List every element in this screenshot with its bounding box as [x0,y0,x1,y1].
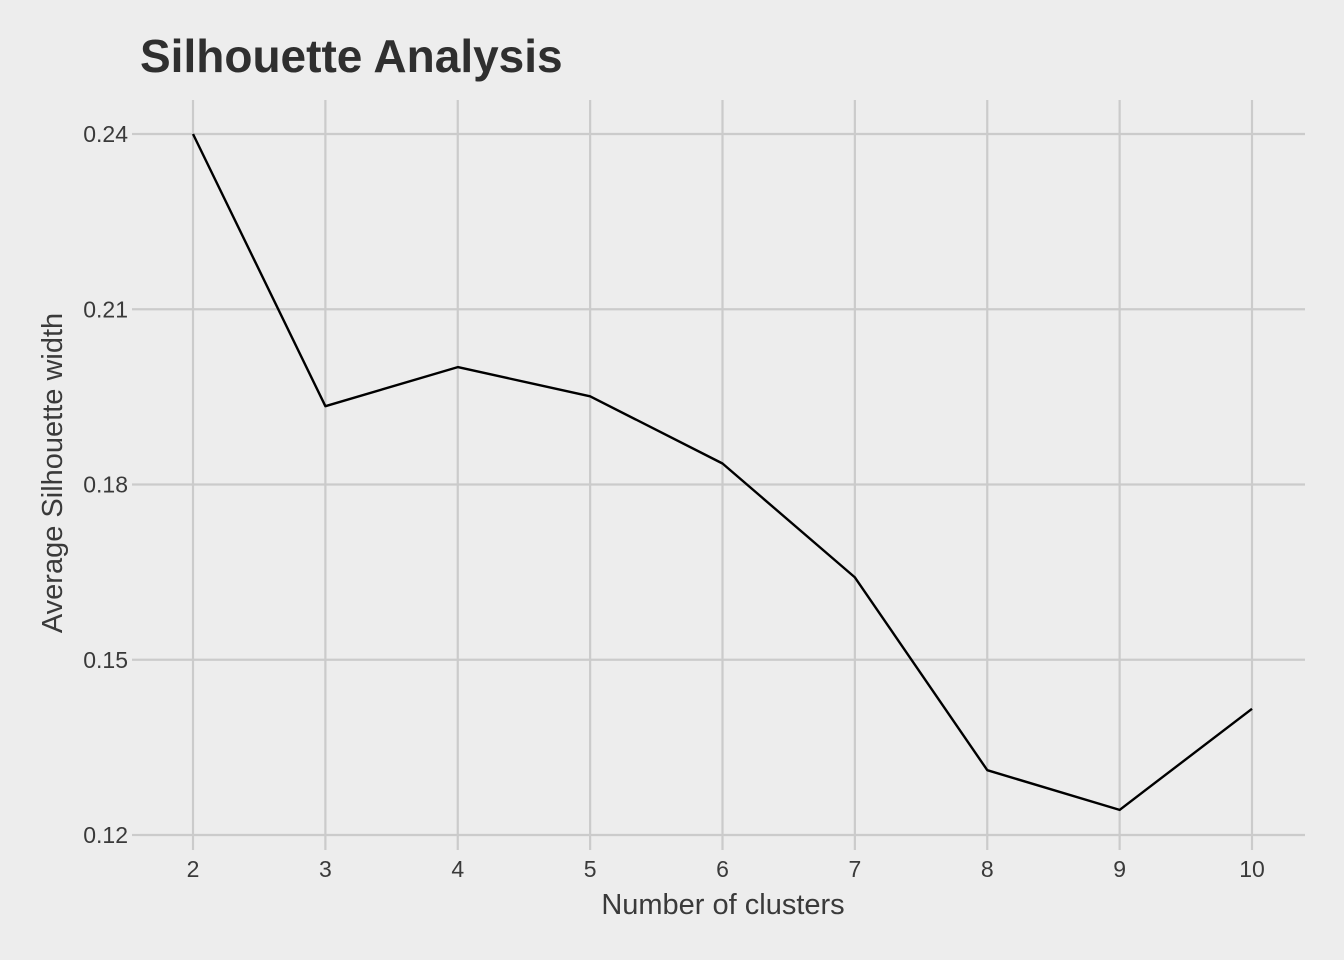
x-tick-label: 10 [1239,856,1265,882]
x-tick-label: 3 [319,856,332,882]
y-tick-label: 0.18 [83,472,128,498]
x-tick-label: 9 [1113,856,1126,882]
x-tick-label: 8 [981,856,994,882]
chart-title: Silhouette Analysis [140,30,563,82]
x-axis-tick-labels: 2 3 4 5 6 7 8 9 10 [187,856,1265,882]
y-tick-label: 0.12 [83,822,128,848]
x-axis-title: Number of clusters [601,889,844,921]
x-tick-label: 7 [848,856,861,882]
gridlines [132,100,1305,850]
x-tick-label: 4 [451,856,464,882]
y-tick-label: 0.24 [83,121,128,147]
x-tick-label: 6 [716,856,729,882]
series-line [191,133,1253,812]
x-tick-label: 5 [584,856,597,882]
y-axis-tick-labels: 0.12 0.15 0.18 0.21 0.24 [83,121,128,848]
y-tick-label: 0.15 [83,647,128,673]
y-axis-title: Average Silhouette width [37,313,69,633]
series-layer [191,133,1253,812]
x-tick-label: 2 [187,856,200,882]
y-tick-label: 0.21 [83,296,128,322]
